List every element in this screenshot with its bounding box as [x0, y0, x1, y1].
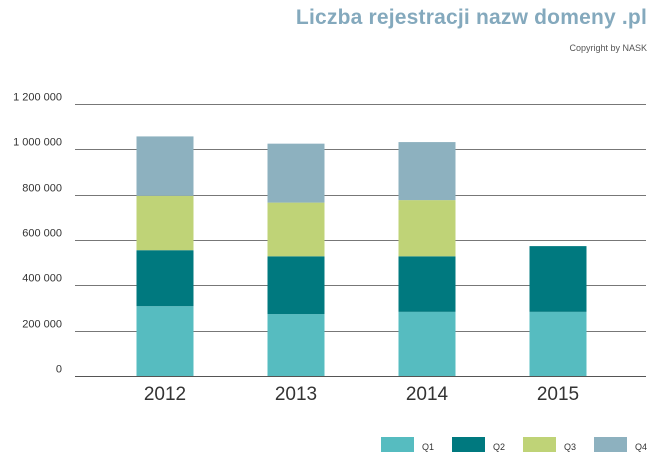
- legend-label-q4: Q4: [635, 442, 647, 452]
- legend-label-q2: Q2: [493, 442, 505, 452]
- bar-segment-2012-q3: [136, 195, 194, 251]
- x-tick-label: 2012: [144, 384, 186, 405]
- bar-segment-2014-q4: [398, 142, 456, 201]
- y-tick-label: 600 000: [22, 228, 62, 240]
- x-tick-label: 2014: [406, 384, 449, 405]
- bar-segment-2012-q2: [136, 250, 194, 307]
- bar-segment-2014-q2: [398, 256, 456, 312]
- legend-label-q3: Q3: [564, 442, 576, 452]
- legend-swatch-q2: [452, 437, 485, 452]
- bar-segment-2013-q1: [267, 314, 325, 376]
- chart-title: Liczba rejestracji nazw domeny .pl: [295, 6, 647, 29]
- copyright-note: Copyright by NASK: [569, 43, 647, 53]
- bar-segment-2012-q1: [136, 306, 194, 376]
- x-axis-ticks: 2012 2013 2014 2015: [144, 384, 579, 405]
- y-tick-label: 0: [56, 364, 62, 376]
- y-tick-label: 1 200 000: [13, 92, 62, 104]
- y-axis-ticks: 0 200 000 400 000 600 000 800 000 1 000 000 1 …: [13, 92, 62, 376]
- y-tick-label: 200 000: [22, 319, 62, 331]
- legend-label-q1: Q1: [422, 442, 434, 452]
- y-tick-label: 800 000: [22, 183, 62, 195]
- y-tick-label: 400 000: [22, 273, 62, 285]
- legend-swatch-q3: [523, 437, 556, 452]
- bar-segment-2012-q4: [136, 136, 194, 196]
- bar-segment-2013-q4: [267, 143, 325, 203]
- bars: [136, 136, 587, 376]
- bar-segment-2014-q1: [398, 311, 456, 376]
- x-tick-label: 2013: [275, 384, 317, 405]
- legend-swatch-q4: [594, 437, 627, 452]
- legend-swatch-q1: [381, 437, 414, 452]
- y-tick-label: 1 000 000: [13, 137, 62, 149]
- bar-segment-2015-q2: [529, 246, 587, 312]
- x-tick-label: 2015: [537, 384, 579, 405]
- bar-segment-2015-q1: [529, 311, 587, 376]
- bar-segment-2013-q2: [267, 256, 325, 315]
- bar-segment-2013-q3: [267, 202, 325, 257]
- bar-segment-2014-q3: [398, 200, 456, 257]
- legend: Q1 Q2 Q3 Q4: [381, 437, 647, 452]
